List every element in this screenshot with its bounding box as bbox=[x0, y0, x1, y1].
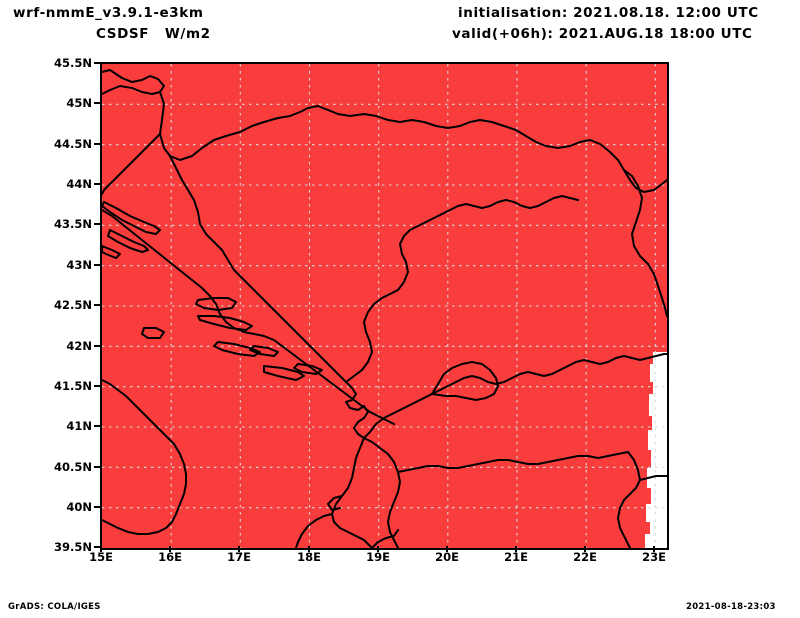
y-axis-label-3: 41N bbox=[66, 419, 92, 433]
x-tick-15E bbox=[100, 546, 102, 552]
x-axis-label-6: 21E bbox=[504, 550, 528, 564]
y-tick-42.5N bbox=[94, 304, 100, 306]
coastline-border-overlay bbox=[102, 69, 667, 548]
x-tick-17E bbox=[238, 546, 240, 552]
y-axis-label-5: 42N bbox=[66, 339, 92, 353]
y-tick-40.5N bbox=[94, 466, 100, 468]
variable-units-label: CSDSF W/m2 bbox=[96, 26, 211, 42]
model-name-label: wrf-nmmE_v3.9.1-e3km bbox=[13, 5, 204, 21]
x-axis-label-1: 16E bbox=[158, 550, 182, 564]
y-axis-label-1: 40N bbox=[66, 500, 92, 514]
grads-credit-label: GrADS: COLA/IGES bbox=[8, 602, 101, 612]
y-tick-44N bbox=[94, 183, 100, 185]
gridlines bbox=[102, 64, 667, 548]
x-axis-label-3: 18E bbox=[297, 550, 321, 564]
y-axis-label-11: 45N bbox=[66, 96, 92, 110]
map-canvas bbox=[102, 64, 667, 548]
y-tick-39.5N bbox=[94, 546, 100, 548]
y-tick-43N bbox=[94, 264, 100, 266]
y-axis-label-10: 44.5N bbox=[54, 137, 92, 151]
render-timestamp-label: 2021-08-18-23:03 bbox=[686, 602, 776, 612]
x-axis-label-8: 23E bbox=[642, 550, 666, 564]
y-tick-40N bbox=[94, 506, 100, 508]
x-tick-16E bbox=[169, 546, 171, 552]
x-axis-label-4: 19E bbox=[366, 550, 390, 564]
x-tick-18E bbox=[308, 546, 310, 552]
x-axis-label-5: 20E bbox=[435, 550, 459, 564]
y-axis-label-12: 45.5N bbox=[54, 56, 92, 70]
x-tick-19E bbox=[377, 546, 379, 552]
y-axis-label-6: 42.5N bbox=[54, 298, 92, 312]
y-tick-41N bbox=[94, 425, 100, 427]
y-axis-label-0: 39.5N bbox=[54, 540, 92, 554]
nodata-region bbox=[645, 352, 667, 548]
map-vector-layer bbox=[102, 64, 667, 548]
y-tick-45.5N bbox=[94, 62, 100, 64]
map-plot-area bbox=[100, 62, 669, 550]
x-tick-21E bbox=[515, 546, 517, 552]
y-axis-label-2: 40.5N bbox=[54, 460, 92, 474]
x-tick-20E bbox=[446, 546, 448, 552]
initialisation-time-label: initialisation: 2021.08.18. 12:00 UTC bbox=[458, 5, 759, 21]
x-tick-23E bbox=[653, 546, 655, 552]
y-tick-45N bbox=[94, 102, 100, 104]
x-axis-label-0: 15E bbox=[89, 550, 113, 564]
y-axis-label-7: 43N bbox=[66, 258, 92, 272]
y-tick-42N bbox=[94, 345, 100, 347]
y-axis-label-8: 43.5N bbox=[54, 217, 92, 231]
x-tick-22E bbox=[584, 546, 586, 552]
x-axis-label-7: 22E bbox=[573, 550, 597, 564]
y-axis-label-4: 41.5N bbox=[54, 379, 92, 393]
y-axis-label-9: 44N bbox=[66, 177, 92, 191]
x-axis-label-2: 17E bbox=[227, 550, 251, 564]
y-tick-44.5N bbox=[94, 143, 100, 145]
valid-time-label: valid(+06h): 2021.AUG.18 18:00 UTC bbox=[452, 26, 753, 42]
y-tick-43.5N bbox=[94, 223, 100, 225]
y-tick-41.5N bbox=[94, 385, 100, 387]
